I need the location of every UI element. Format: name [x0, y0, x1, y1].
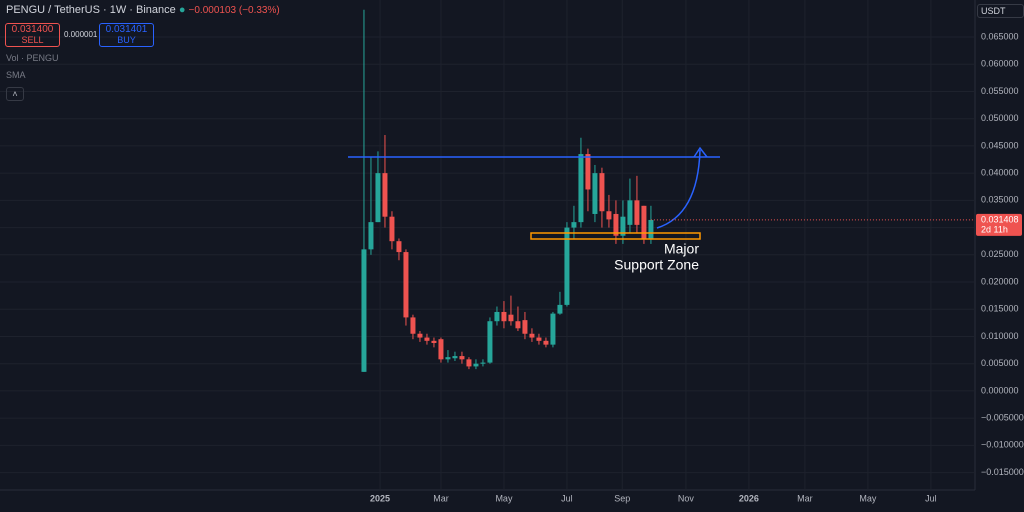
- y-tick-label: 0.010000: [981, 331, 1019, 341]
- x-tick-label: Jul: [561, 493, 573, 503]
- y-tick-label: 0.050000: [981, 113, 1019, 123]
- y-tick-label: 0.065000: [981, 31, 1019, 41]
- x-tick-label: May: [495, 493, 513, 503]
- candle-body: [501, 311, 507, 322]
- candle-body: [382, 173, 388, 217]
- y-tick-label: −0.005000: [981, 413, 1024, 423]
- y-tick-label: 0.015000: [981, 304, 1019, 314]
- candle-body: [459, 356, 465, 360]
- y-tick-label: 0.045000: [981, 140, 1019, 150]
- x-tick-label: Sep: [614, 493, 630, 503]
- candle-body: [536, 337, 542, 341]
- candle-body: [543, 340, 549, 345]
- candle-body: [648, 219, 654, 239]
- sell-button[interactable]: 0.031400 SELL: [5, 23, 60, 47]
- y-tick-label: −0.015000: [981, 467, 1024, 477]
- candle-body: [606, 211, 612, 220]
- y-tick-label: 0.055000: [981, 86, 1019, 96]
- candle-body: [396, 241, 402, 253]
- candle-body: [445, 357, 451, 360]
- candle-body: [431, 340, 437, 343]
- x-tick-label: Nov: [678, 493, 695, 503]
- vol-indicator: Vol · PENGU: [6, 53, 59, 63]
- candle-body: [361, 249, 367, 372]
- candle-body: [522, 320, 528, 334]
- y-tick-label: 0.040000: [981, 168, 1019, 178]
- y-tick-label: 0.025000: [981, 249, 1019, 259]
- y-tick-label: 0.035000: [981, 195, 1019, 205]
- buy-label: BUY: [117, 35, 136, 45]
- candle-body: [487, 321, 493, 363]
- candle-body: [480, 362, 486, 364]
- currency-select[interactable]: USDT: [977, 4, 1024, 18]
- candle-body: [368, 222, 374, 250]
- candle-body: [578, 154, 584, 223]
- candle-body: [627, 200, 633, 225]
- x-tick-label: 2026: [739, 493, 759, 503]
- candle-body: [564, 227, 570, 305]
- x-tick-label: May: [859, 493, 877, 503]
- sell-label: SELL: [21, 35, 44, 45]
- candle-body: [508, 314, 514, 322]
- annotation: Major: [664, 241, 699, 257]
- buy-button[interactable]: 0.031401 BUY: [99, 23, 154, 47]
- x-tick-label: Mar: [433, 493, 449, 503]
- candle-body: [557, 304, 563, 314]
- spread: 0.000001: [64, 30, 98, 39]
- candle-body: [620, 216, 626, 236]
- candle-body: [494, 311, 500, 322]
- symbol-text: PENGU / TetherUS · 1W · Binance: [6, 4, 176, 16]
- candle-body: [634, 200, 640, 225]
- last-price-tag: [976, 213, 1022, 236]
- y-tick-label: 0.000000: [981, 385, 1019, 395]
- candle-body: [592, 173, 598, 214]
- countdown: 2d 11h: [981, 224, 1008, 234]
- buy-price: 0.031401: [105, 24, 148, 35]
- candle-body: [585, 154, 591, 190]
- y-tick-label: −0.010000: [981, 440, 1024, 450]
- support-zone: [530, 232, 701, 240]
- price-axis: [975, 0, 1024, 512]
- candle-body: [417, 333, 423, 338]
- candle-body: [403, 252, 409, 318]
- last-price: 0.031408: [981, 214, 1019, 224]
- x-tick-label: Mar: [797, 493, 813, 503]
- symbol: PENGU / TetherUS · 1W · Binance ● −0.000…: [6, 4, 280, 16]
- y-tick-label: 0.005000: [981, 358, 1019, 368]
- arrow: [656, 149, 701, 229]
- change: −0.000103 (−0.33%): [188, 5, 280, 16]
- sma-indicator: SMA: [6, 70, 26, 80]
- candle-body: [438, 339, 444, 360]
- candle-body: [599, 173, 605, 212]
- x-tick-label: Jul: [925, 493, 937, 503]
- currency: USDT: [981, 6, 1006, 16]
- y-tick-label: 0.020000: [981, 276, 1019, 286]
- collapse-button[interactable]: ˄: [6, 87, 24, 101]
- candle-body: [410, 317, 416, 334]
- y-tick-label: 0.060000: [981, 59, 1019, 69]
- candle-body: [424, 337, 430, 341]
- candle-body: [571, 222, 577, 228]
- annotation: Support Zone: [614, 257, 699, 273]
- arrow-head: [693, 146, 708, 158]
- candle-body: [641, 205, 647, 239]
- sell-price: 0.031400: [11, 24, 54, 35]
- x-tick-label: 2025: [370, 493, 390, 503]
- candle-body: [550, 313, 556, 345]
- candle-body: [466, 359, 472, 367]
- candle-body: [473, 363, 479, 367]
- candle-body: [529, 333, 535, 338]
- candle-body: [452, 356, 458, 359]
- candle-body: [375, 173, 381, 223]
- candle-body: [613, 213, 619, 236]
- candle-body: [389, 216, 395, 242]
- candle-body: [515, 321, 521, 329]
